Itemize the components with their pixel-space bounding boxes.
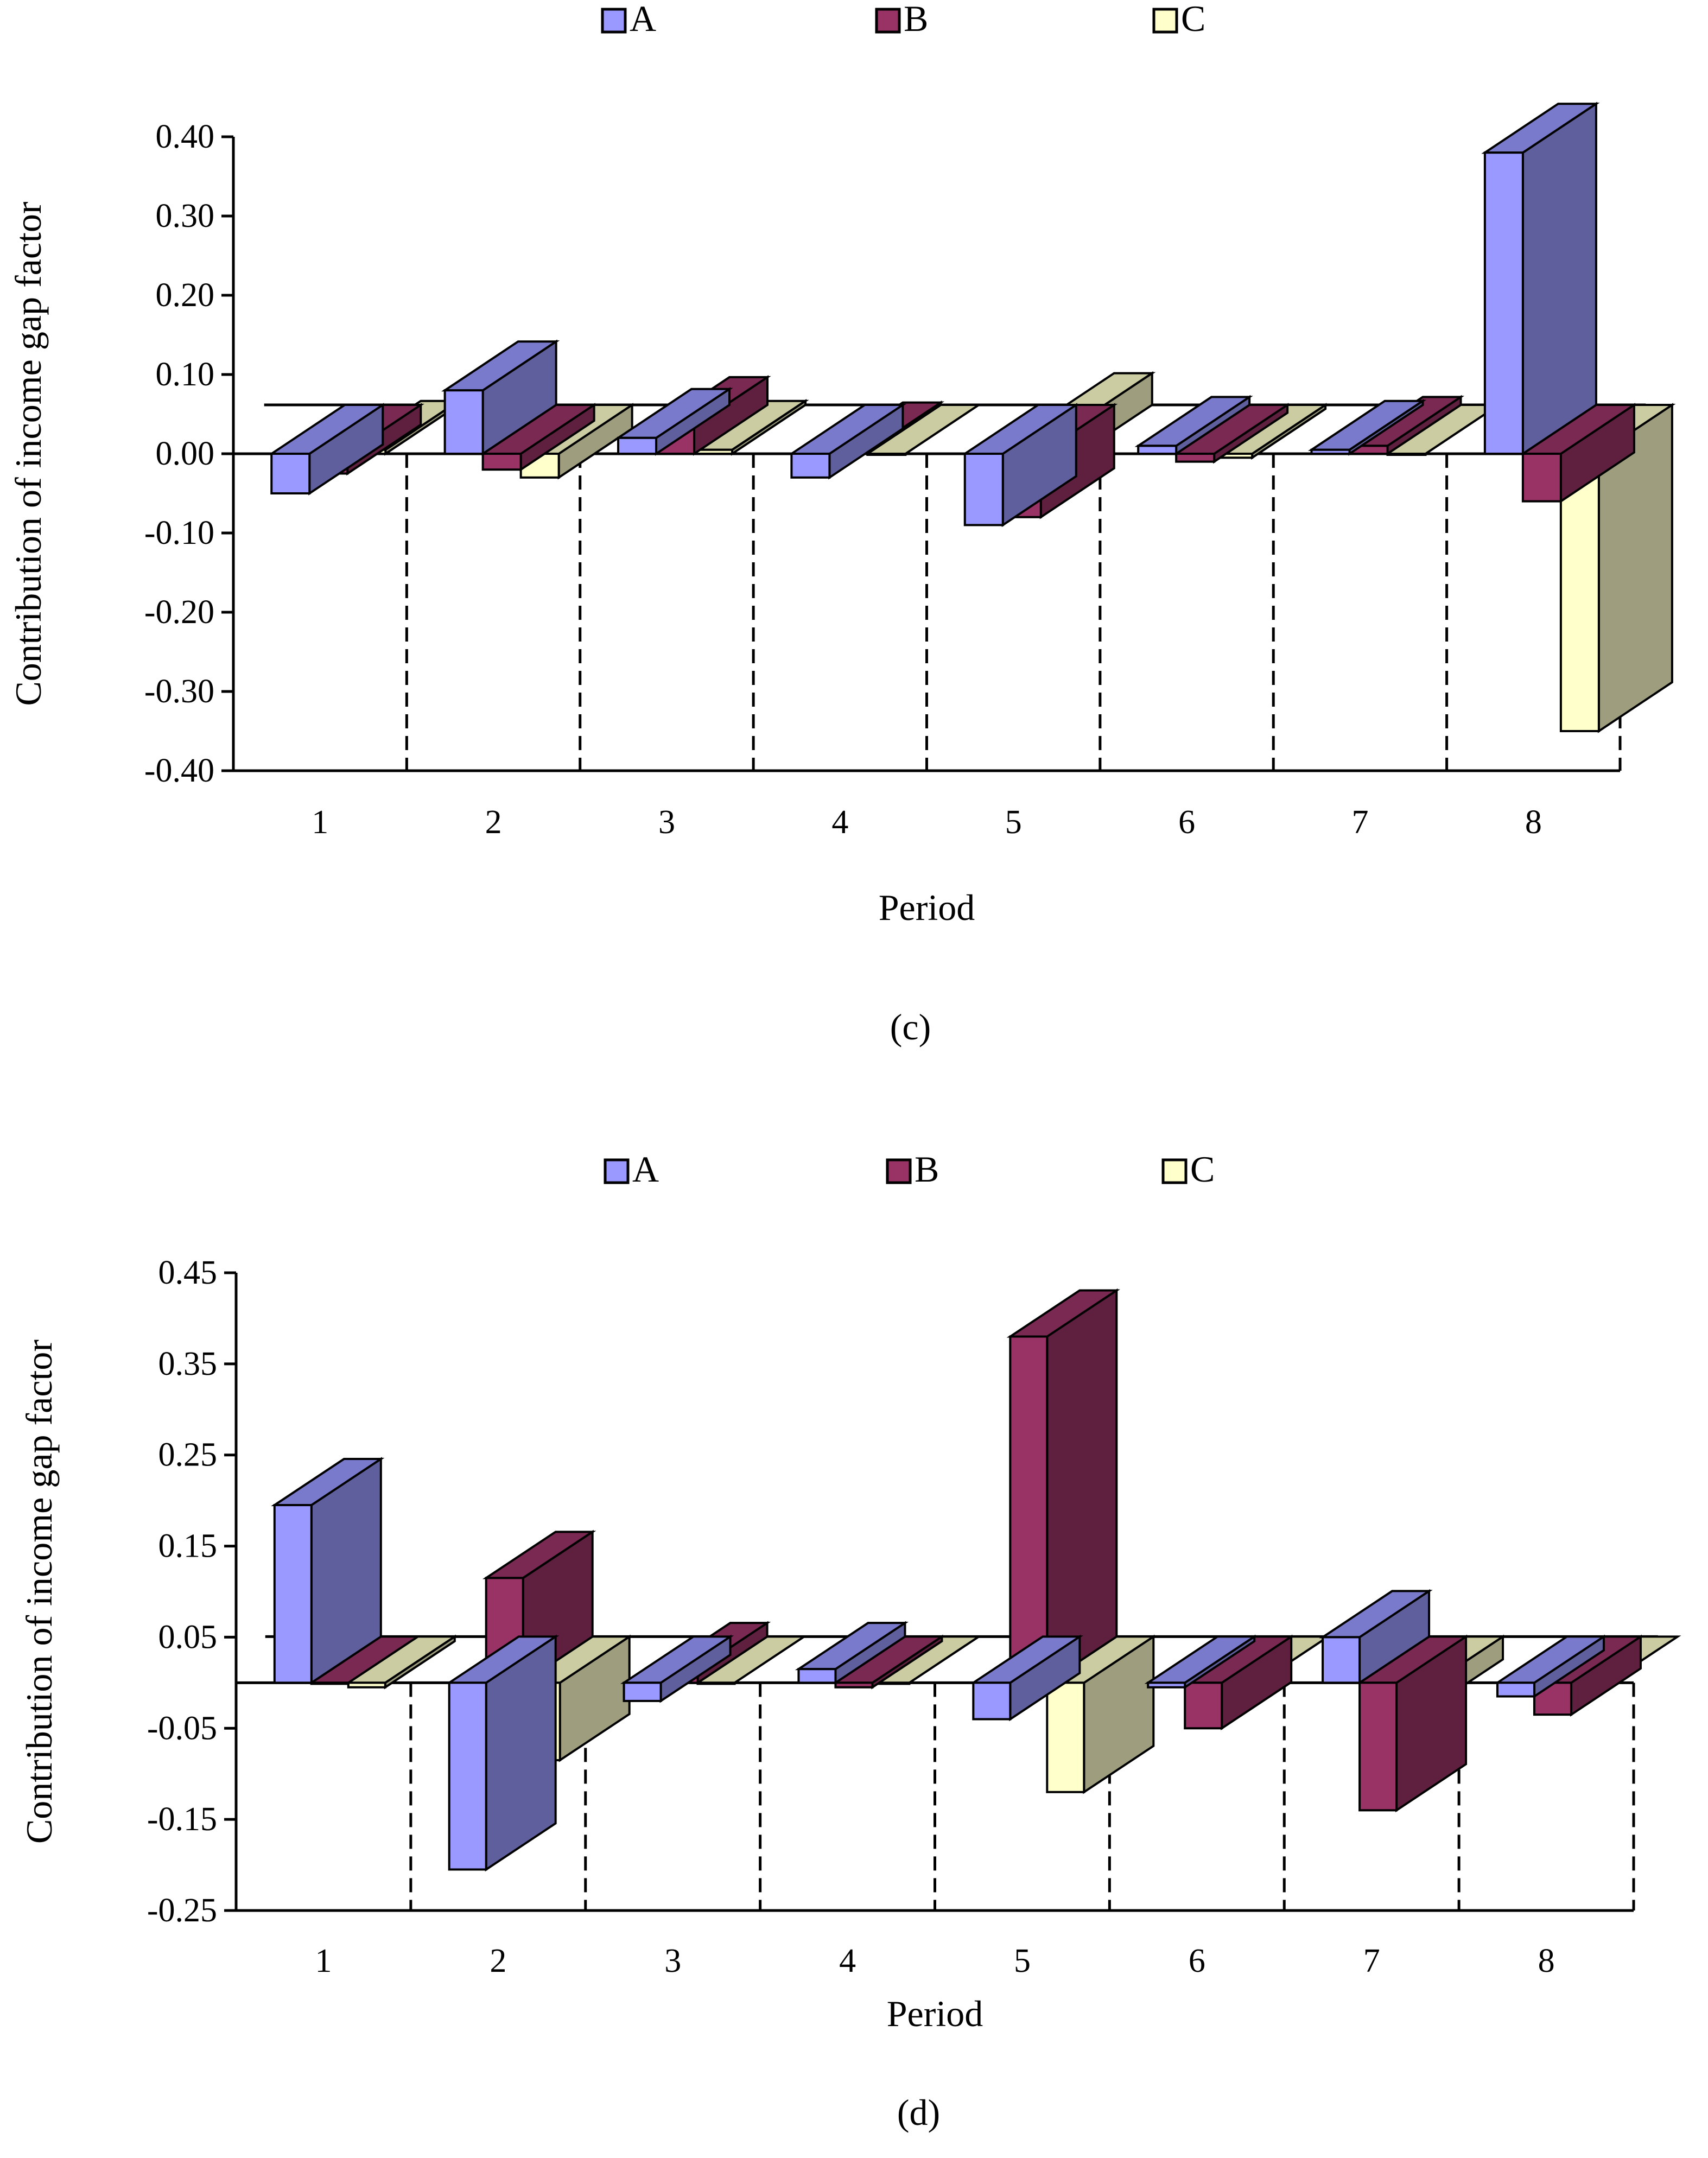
panel-label: (c) bbox=[890, 1006, 931, 1048]
x-tick-label: 2 bbox=[490, 1943, 506, 1979]
x-tick-label: 6 bbox=[1178, 804, 1195, 841]
legend-label-a: A bbox=[632, 1148, 659, 1190]
bar-a-period-8-side bbox=[1521, 101, 1597, 456]
bar-c-period-7 bbox=[1386, 453, 1427, 456]
legend-swatch-a bbox=[601, 8, 627, 34]
legend-swatch-a bbox=[604, 1158, 630, 1184]
y-tick-label: 0.35 bbox=[158, 1345, 218, 1382]
bar-b-period-6 bbox=[1184, 1681, 1223, 1730]
bar-c-period-5 bbox=[1046, 1681, 1085, 1793]
bar-a-period-6 bbox=[1147, 1681, 1186, 1689]
x-tick-label: 6 bbox=[1189, 1943, 1205, 1979]
y-axis-title: Contribution of income gap factor bbox=[18, 1340, 60, 1844]
y-axis-title: Contribution of income gap factor bbox=[8, 201, 49, 706]
legend-label-b: B bbox=[915, 1148, 939, 1190]
x-axis-title: Period bbox=[887, 1993, 983, 2034]
y-tick-label: -0.15 bbox=[147, 1801, 217, 1838]
x-tick-label: 3 bbox=[664, 1943, 681, 1979]
y-tick-label: 0.05 bbox=[158, 1618, 218, 1655]
bar-a-period-2 bbox=[443, 389, 484, 455]
x-tick-label: 7 bbox=[1363, 1943, 1380, 1979]
y-tick-label: 0.25 bbox=[158, 1437, 218, 1474]
y-tick-label: -0.25 bbox=[147, 1892, 217, 1929]
bar-b-period-8 bbox=[1521, 453, 1562, 503]
y-tick-label: -0.30 bbox=[144, 673, 214, 710]
bar-b-period-6 bbox=[1175, 453, 1216, 463]
legend-label-c: C bbox=[1181, 0, 1205, 39]
x-tick-label: 4 bbox=[831, 804, 848, 841]
x-tick-label: 1 bbox=[315, 1943, 332, 1979]
x-axis-title: Period bbox=[879, 887, 975, 928]
bar-b-period-4 bbox=[834, 1681, 874, 1689]
bar-a-period-1 bbox=[273, 1504, 313, 1684]
x-tick-label: 1 bbox=[312, 804, 328, 841]
bar-a-period-4 bbox=[797, 1668, 837, 1684]
x-tick-label: 4 bbox=[839, 1943, 856, 1979]
x-tick-label: 5 bbox=[1005, 804, 1022, 841]
y-tick-label: 0.15 bbox=[158, 1528, 218, 1565]
legend-swatch-c bbox=[1152, 8, 1178, 34]
x-tick-label: 7 bbox=[1351, 804, 1368, 841]
bar-a-period-7 bbox=[1310, 448, 1351, 455]
bar-c-period-4 bbox=[866, 453, 907, 456]
y-tick-label: 0.20 bbox=[156, 277, 215, 314]
bar-b-period-1 bbox=[310, 1681, 350, 1685]
bar-c-period-8 bbox=[1559, 453, 1600, 732]
x-tick-label: 8 bbox=[1525, 804, 1542, 841]
bar-b-period-2 bbox=[481, 453, 522, 471]
y-tick-label: 0.00 bbox=[156, 435, 215, 472]
y-tick-label: 0.30 bbox=[156, 198, 215, 234]
y-tick-label: 0.45 bbox=[158, 1254, 218, 1291]
chart-panel-d: A B C 0.45 0.35 0.25 0.15 0.05 -0.05 -0.15 -0.25 Co… bbox=[18, 1148, 1681, 2133]
x-tick-label: 2 bbox=[485, 804, 502, 841]
bar-a-period-6 bbox=[1137, 445, 1178, 455]
x-tick-label: 3 bbox=[658, 804, 675, 841]
bar-a-period-3 bbox=[617, 436, 658, 455]
bar-a-period-3 bbox=[623, 1681, 662, 1702]
bar-a-period-5 bbox=[963, 453, 1004, 526]
x-tick-label: 8 bbox=[1538, 1943, 1555, 1979]
y-tick-label: -0.10 bbox=[144, 515, 214, 551]
bar-a-period-1 bbox=[270, 453, 311, 494]
bar-a-period-8 bbox=[1496, 1681, 1535, 1698]
bar-c-period-1 bbox=[347, 1681, 386, 1689]
x-tick-label: 5 bbox=[1014, 1943, 1031, 1979]
legend-swatch-b bbox=[875, 8, 901, 34]
chart-panel-c: A B C 0.40 0.30 0.20 0.10 0.00 -0.10 -0.20 -0.30 -0… bbox=[8, 0, 1676, 1048]
bar-a-period-7 bbox=[1322, 1636, 1361, 1684]
y-tick-label: -0.40 bbox=[144, 752, 214, 789]
y-tick-label: -0.05 bbox=[147, 1710, 217, 1747]
y-tick-label: 0.40 bbox=[156, 118, 215, 155]
y-tick-label: 0.10 bbox=[156, 356, 215, 393]
bar-b-period-5 bbox=[1009, 1335, 1049, 1684]
legend-swatch-b bbox=[886, 1158, 912, 1184]
y-tick-label: -0.20 bbox=[144, 594, 214, 631]
bar-b-period-7 bbox=[1358, 1681, 1398, 1812]
bar-a-period-2 bbox=[448, 1681, 487, 1871]
legend-label-a: A bbox=[630, 0, 656, 39]
legend-label-c: C bbox=[1190, 1148, 1215, 1190]
legend-swatch-c bbox=[1161, 1158, 1188, 1184]
bar-a-period-4 bbox=[790, 453, 831, 479]
panel-label: (d) bbox=[897, 2092, 940, 2133]
bar-b-period-5-side bbox=[1046, 1288, 1118, 1685]
bar-a-period-5 bbox=[972, 1681, 1012, 1721]
bar-c-period-3 bbox=[696, 1681, 736, 1685]
bar-a-period-8 bbox=[1483, 151, 1524, 455]
legend-label-b: B bbox=[904, 0, 928, 39]
